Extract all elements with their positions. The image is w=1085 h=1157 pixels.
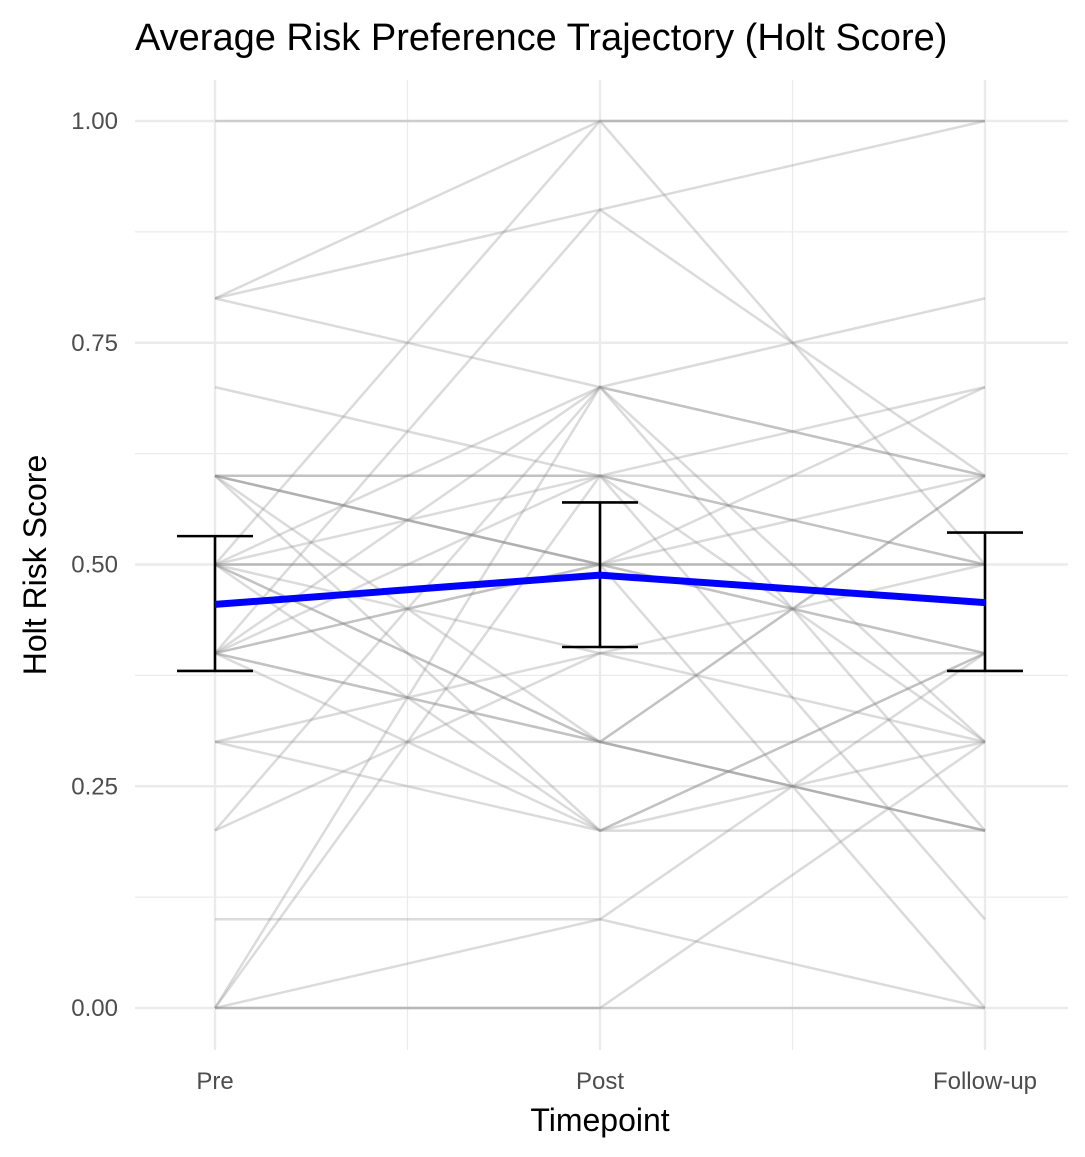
individual-line [214, 652, 986, 1010]
individual-line [214, 563, 986, 833]
y-axis-ticks: 0.00 0.25 0.50 0.75 1.00 [71, 108, 118, 1022]
individual-line [215, 740, 986, 1010]
individual-line [214, 385, 986, 566]
individual-line [215, 918, 986, 1010]
individual-line [214, 474, 986, 832]
mean-line [214, 571, 986, 608]
y-tick-label: 0.25 [71, 773, 118, 800]
y-tick-label: 0.00 [71, 995, 118, 1022]
individual-line [214, 563, 986, 832]
individual-line [214, 474, 986, 743]
individual-line [214, 297, 986, 478]
individual-line [214, 651, 986, 832]
individual-line [214, 474, 986, 744]
individual-line [213, 474, 986, 1009]
x-tick-label: Follow-up [933, 1068, 1037, 1095]
individual-line [213, 385, 986, 1009]
y-tick-label: 0.75 [71, 330, 118, 357]
x-tick-label: Post [576, 1068, 624, 1095]
chart-title: Average Risk Preference Trajectory (Holt… [135, 17, 947, 59]
individual-line [214, 474, 986, 744]
individual-line [214, 119, 986, 300]
individual-line [214, 652, 986, 832]
individual-line [214, 119, 985, 300]
mean-line-layer [214, 571, 986, 608]
individual-line [214, 119, 986, 566]
y-tick-label: 0.50 [71, 552, 118, 579]
individual-line [214, 740, 985, 832]
individual-line [214, 208, 986, 655]
individual-line [214, 385, 986, 832]
individual-line [215, 474, 986, 921]
individual-line [214, 651, 986, 832]
error-bars [177, 501, 1023, 673]
x-tick-label: Pre [196, 1068, 233, 1095]
x-axis-title: Timepoint [530, 1102, 669, 1138]
y-axis-title: Holt Risk Score [17, 455, 53, 676]
x-axis-ticks: Pre Post Follow-up [196, 1068, 1037, 1095]
y-tick-label: 1.00 [71, 108, 118, 135]
individual-line [214, 297, 986, 832]
individual-line [214, 385, 986, 566]
